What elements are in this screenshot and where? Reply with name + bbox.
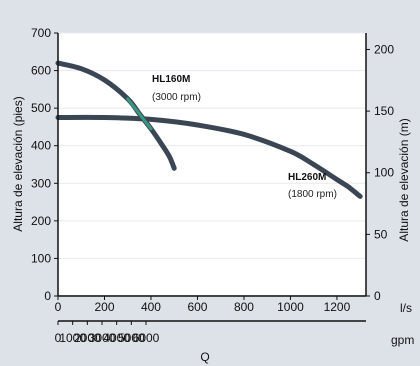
right-tick-label: 150 bbox=[374, 104, 394, 118]
top-x-unit: l/s bbox=[400, 301, 412, 315]
series-subtitle-hl160m: (3000 rpm) bbox=[152, 92, 201, 103]
bottom-x-tick-label: 0 bbox=[55, 331, 62, 345]
curves bbox=[55, 60, 363, 199]
right-tick-label: 50 bbox=[374, 227, 388, 241]
top-x-tick-label: 1200 bbox=[324, 300, 351, 314]
right-tick-label: 100 bbox=[374, 166, 394, 180]
series-label-hl260m: HL260M bbox=[288, 172, 326, 183]
right-tick-label: 200 bbox=[374, 42, 394, 56]
left-axis-title: Altura de elevación (pies) bbox=[11, 96, 25, 231]
curve-highlight bbox=[126, 97, 153, 131]
gridlines bbox=[58, 32, 366, 259]
bottom-x-tick-label: 5000 bbox=[118, 331, 145, 345]
bottom-x-tick-label: 1000 bbox=[59, 331, 86, 345]
left-tick-label: 700 bbox=[31, 26, 51, 40]
series-label-hl160m: HL160M bbox=[152, 74, 190, 85]
top-x-tick-label: 0 bbox=[55, 300, 62, 314]
bottom-x-tick-label: 6000 bbox=[133, 331, 160, 345]
curve-hl260m bbox=[55, 114, 363, 199]
left-tick-label: 100 bbox=[31, 251, 51, 265]
left-tick-label: 0 bbox=[44, 289, 51, 303]
left-tick-label: 400 bbox=[31, 139, 51, 153]
top-x-tick-label: 600 bbox=[187, 300, 207, 314]
left-tick-label: 600 bbox=[31, 64, 51, 78]
left-tick-label: 500 bbox=[31, 101, 51, 115]
right-axis-title: Altura de elevación (m) bbox=[397, 118, 411, 241]
left-tick-label: 200 bbox=[31, 214, 51, 228]
bottom-x-tick-label: 4000 bbox=[103, 331, 130, 345]
bottom-x-unit: gpm bbox=[391, 333, 414, 347]
top-x-tick-label: 1000 bbox=[277, 300, 304, 314]
bottom-x-tick-label: 3000 bbox=[89, 331, 116, 345]
top-x-tick-label: 200 bbox=[94, 300, 114, 314]
plot-area bbox=[58, 33, 366, 295]
bottom-x-tick-label: 2000 bbox=[74, 331, 101, 345]
series-subtitle-hl260m: (1800 rpm) bbox=[288, 189, 337, 200]
left-tick-label: 300 bbox=[31, 176, 51, 190]
right-tick-label: 0 bbox=[374, 289, 381, 303]
top-x-tick-label: 800 bbox=[234, 300, 254, 314]
top-x-tick-label: 400 bbox=[141, 300, 161, 314]
bottom-x-title: Q bbox=[200, 350, 209, 364]
